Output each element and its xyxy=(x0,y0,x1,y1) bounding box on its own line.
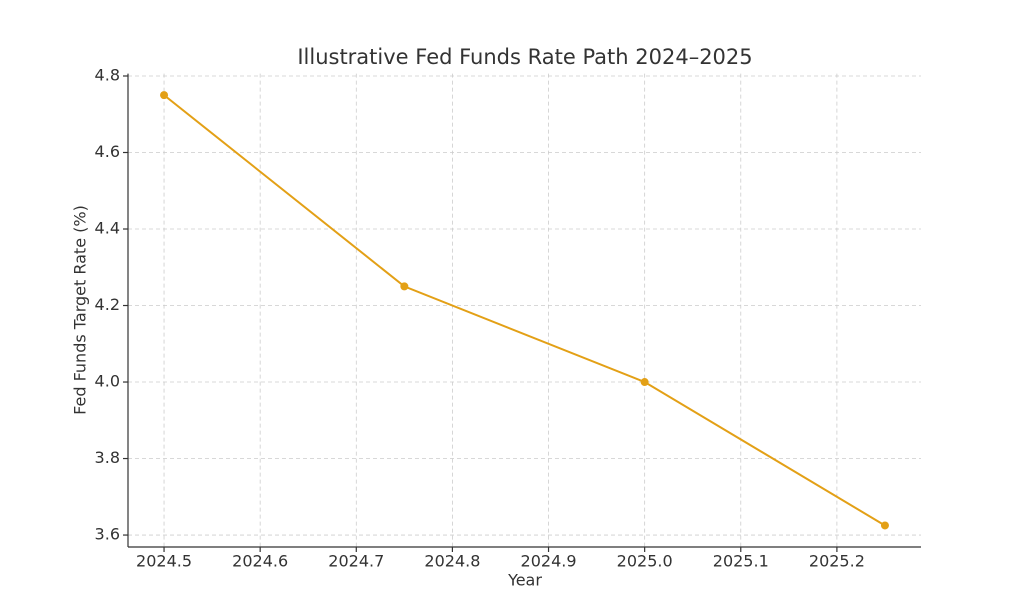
y-tick-label: 4.2 xyxy=(95,295,120,314)
x-tick-label: 2025.2 xyxy=(809,552,865,571)
y-tick-label: 3.6 xyxy=(95,525,120,544)
chart-title: Illustrative Fed Funds Rate Path 2024–20… xyxy=(297,45,752,69)
x-tick-label: 2024.7 xyxy=(328,552,384,571)
y-axis-label: Fed Funds Target Rate (%) xyxy=(71,205,90,415)
x-tick-label: 2025.1 xyxy=(713,552,769,571)
y-tick-label: 3.8 xyxy=(95,448,120,467)
x-tick-label: 2025.0 xyxy=(617,552,673,571)
point xyxy=(640,378,649,387)
x-tick-label: 2024.9 xyxy=(521,552,577,571)
point xyxy=(880,521,889,530)
point xyxy=(400,282,409,291)
line xyxy=(163,94,886,527)
y-tick-label: 4.6 xyxy=(95,142,120,161)
x-axis-label: Year xyxy=(507,571,542,590)
y-tick-label: 4.4 xyxy=(95,219,120,238)
point xyxy=(160,91,169,100)
y-tick-label: 4.0 xyxy=(95,372,120,391)
x-tick-label: 2024.8 xyxy=(424,552,480,571)
y-tick-label: 4.8 xyxy=(95,65,120,84)
x-tick-label: 2024.5 xyxy=(136,552,192,571)
x-tick-label: 2024.6 xyxy=(232,552,288,571)
